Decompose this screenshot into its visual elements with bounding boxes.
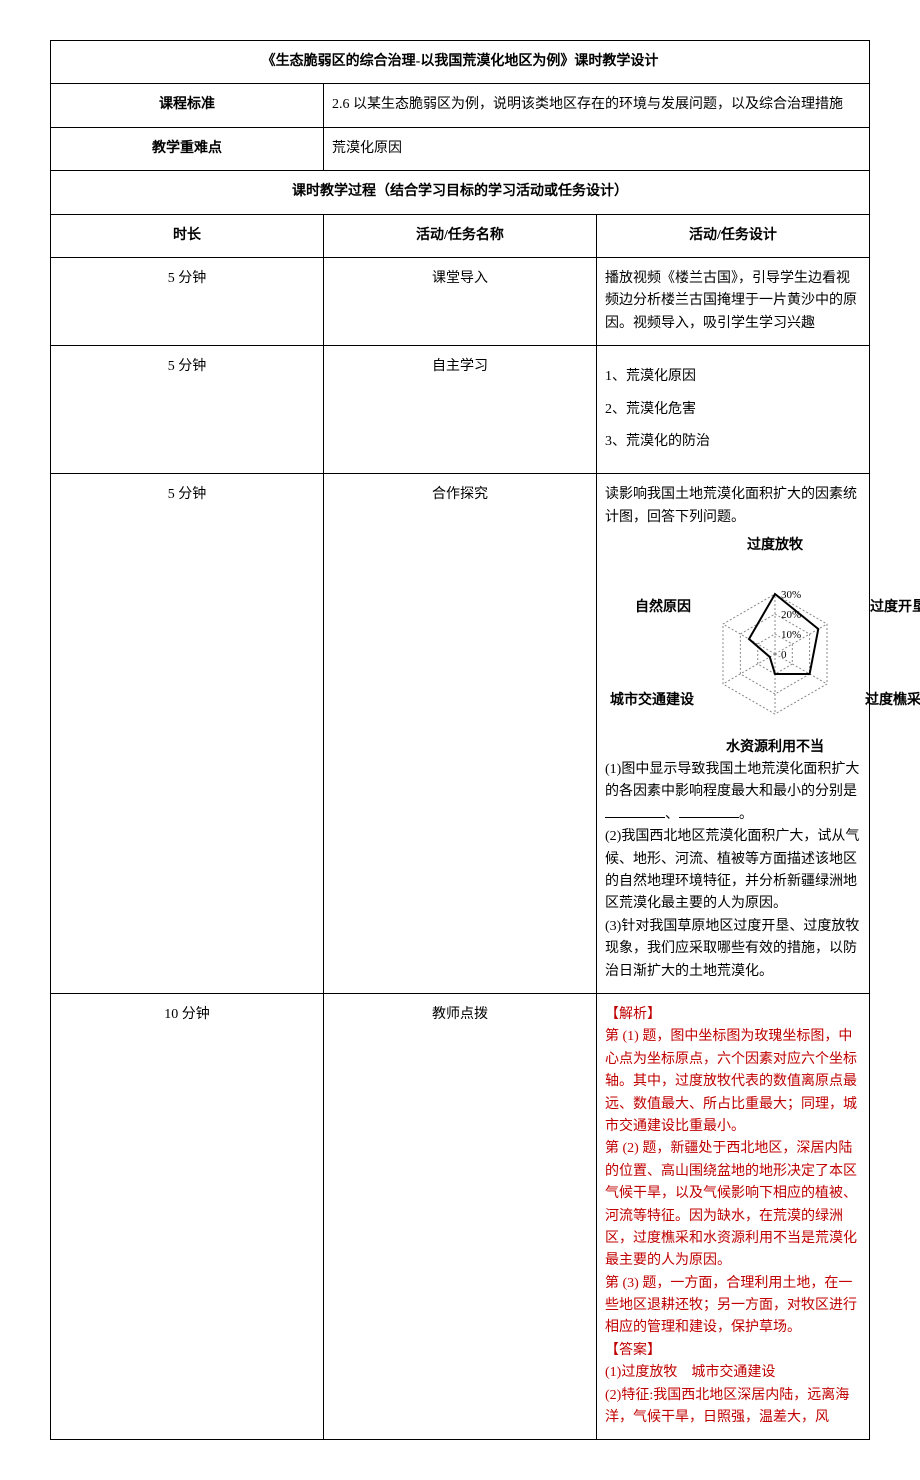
duration-1: 5 分钟 [51,346,324,474]
difficulty-row: 教学重难点 荒漠化原因 [51,127,870,170]
intro-text: 读影响我国土地荒漠化面积扩大的因素统计图，回答下列问题。 [605,484,861,529]
axis-label-4: 城市交通建设 [610,691,695,708]
row-self-study: 5 分钟 自主学习 1、荒漠化原因 2、荒漠化危害 3、荒漠化的防治 [51,346,870,474]
row-intro: 5 分钟 课堂导入 播放视频《楼兰古国》，引导学生边看视频边分析楼兰古国掩埋于一… [51,257,870,345]
question-2: (2)我国西北地区荒漠化面积广大，试从气候、地形、河流、植被等方面描述该地区的自… [605,826,861,916]
answer-label: 【答案】 [605,1340,861,1362]
blank-1 [605,804,665,818]
analysis-1: 第 (2) 题，新疆处于西北地区，深居内陆的位置、高山围绕盆地的地形决定了本区气… [605,1138,861,1272]
duration-3: 10 分钟 [51,993,324,1439]
scale-20: 20% [781,609,801,621]
lesson-plan-table: 《生态脆弱区的综合治理-以我国荒漠化地区为例》课时教学设计 课程标准 2.6 以… [50,40,870,1440]
list-item-0: 1、荒漠化原因 [605,366,861,388]
difficulty-label: 教学重难点 [51,127,324,170]
content-1: 1、荒漠化原因 2、荒漠化危害 3、荒漠化的防治 [597,346,870,474]
activity-3: 教师点拨 [324,993,597,1439]
activity-1: 自主学习 [324,346,597,474]
answer-0: (1)过度放牧 城市交通建设 [605,1362,861,1384]
header-duration: 时长 [51,214,324,257]
radar-chart: 30% 20% 10% 0 过度放牧 过度开垦 过度樵采 水资源利用不当 城市交… [605,529,920,759]
scale-0: 0 [781,649,787,661]
row-teacher: 10 分钟 教师点拨 【解析】 第 (1) 题，图中坐标图为玫瑰坐标图，中心点为… [51,993,870,1439]
difficulty-content: 荒漠化原因 [324,127,870,170]
header-activity-design: 活动/任务设计 [597,214,870,257]
content-0: 播放视频《楼兰古国》，引导学生边看视频边分析楼兰古国掩埋于一片黄沙中的原因。视频… [597,257,870,345]
column-headers-row: 时长 活动/任务名称 活动/任务设计 [51,214,870,257]
content-2: 读影响我国土地荒漠化面积扩大的因素统计图，回答下列问题。 [597,474,870,994]
axis-label-3: 水资源利用不当 [726,738,824,755]
analysis-label: 【解析】 [605,1004,861,1026]
content-3: 【解析】 第 (1) 题，图中坐标图为玫瑰坐标图，中心点为坐标原点，六个因素对应… [597,993,870,1439]
radar-chart-svg: 30% 20% 10% 0 过度放牧 过度开垦 过度樵采 水资源利用不当 城市交… [605,529,920,759]
lesson-title: 《生态脆弱区的综合治理-以我国荒漠化地区为例》课时教学设计 [51,41,870,84]
axis-label-5: 自然原因 [635,598,691,615]
row-collaboration: 5 分钟 合作探究 读影响我国土地荒漠化面积扩大的因素统计图，回答下列问题。 [51,474,870,994]
axis-label-1: 过度开垦 [870,598,920,615]
answer-1: (2)特征:我国西北地区深居内陆，远离海洋，气候干旱，日照强，温差大，风 [605,1385,861,1430]
activity-2: 合作探究 [324,474,597,994]
analysis-0: 第 (1) 题，图中坐标图为玫瑰坐标图，中心点为坐标原点，六个因素对应六个坐标轴… [605,1026,861,1138]
header-activity-name: 活动/任务名称 [324,214,597,257]
title-row: 《生态脆弱区的综合治理-以我国荒漠化地区为例》课时教学设计 [51,41,870,84]
process-header-row: 课时教学过程（结合学习目标的学习活动或任务设计） [51,171,870,214]
question-3: (3)针对我国草原地区过度开垦、过度放牧现象，我们应采取哪些有效的措施，以防治日… [605,916,861,983]
blank-2 [679,804,739,818]
axis-label-2: 过度樵采 [865,691,920,708]
standard-content: 2.6 以某生态脆弱区为例，说明该类地区存在的环境与发展问题，以及综合治理措施 [324,84,870,127]
list-item-2: 3、荒漠化的防治 [605,431,861,453]
scale-30: 30% [781,589,801,601]
process-header: 课时教学过程（结合学习目标的学习活动或任务设计） [51,171,870,214]
content-0-text: 播放视频《楼兰古国》，引导学生边看视频边分析楼兰古国掩埋于一片黄沙中的原因。视频… [605,271,857,331]
activity-0: 课堂导入 [324,257,597,345]
duration-0: 5 分钟 [51,257,324,345]
list-item-1: 2、荒漠化危害 [605,399,861,421]
analysis-2: 第 (3) 题，一方面，合理利用土地，在一些地区退耕还牧；另一方面，对牧区进行相… [605,1273,861,1340]
axis-label-0: 过度放牧 [747,536,804,553]
question-1: (1)图中显示导致我国土地荒漠化面积扩大的各因素中影响程度最大和最小的分别是、。 [605,759,861,826]
duration-2: 5 分钟 [51,474,324,994]
scale-10: 10% [781,629,801,641]
standard-row: 课程标准 2.6 以某生态脆弱区为例，说明该类地区存在的环境与发展问题，以及综合… [51,84,870,127]
standard-label: 课程标准 [51,84,324,127]
